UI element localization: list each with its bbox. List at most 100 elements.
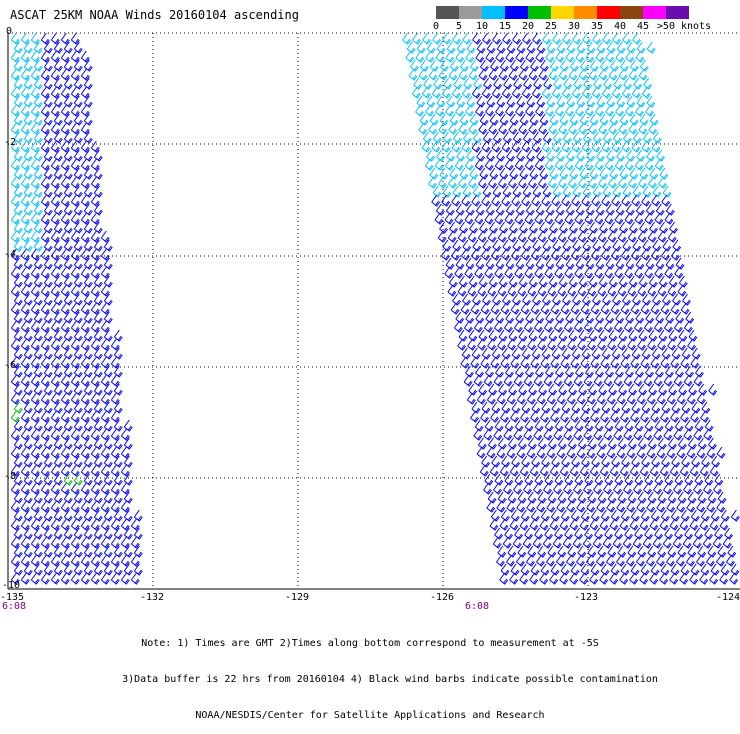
wind-barb	[90, 266, 100, 279]
wind-barb	[595, 203, 605, 216]
wind-barb	[666, 554, 675, 567]
wind-barb	[20, 50, 30, 63]
wind-barb	[546, 554, 555, 567]
wind-barb	[616, 392, 626, 405]
wind-barb	[53, 131, 63, 144]
wind-barb	[500, 509, 510, 522]
wind-barb	[582, 239, 592, 252]
wind-barb	[640, 356, 650, 369]
grid-lines	[8, 32, 740, 589]
wind-barb	[63, 545, 73, 558]
wind-barb	[30, 482, 40, 495]
wind-barb	[449, 167, 459, 180]
wind-barb	[120, 518, 130, 531]
wind-barb	[628, 383, 638, 396]
wind-barb	[548, 122, 558, 135]
wind-barb	[661, 455, 671, 468]
wind-barb	[676, 554, 685, 567]
wind-barb	[615, 203, 625, 216]
wind-barb	[505, 203, 515, 216]
wind-barb	[477, 338, 487, 351]
wind-barb	[561, 401, 571, 414]
wind-barb	[597, 338, 607, 351]
wind-barb	[60, 500, 70, 513]
wind-barb	[509, 167, 519, 180]
wind-barb	[100, 230, 110, 243]
wind-barb	[591, 194, 601, 207]
wind-barb	[468, 176, 477, 189]
wind-barb	[63, 527, 73, 540]
wind-barb	[586, 554, 595, 567]
wind-barb	[595, 50, 605, 63]
wind-barb	[23, 419, 33, 432]
wind-barb	[13, 473, 23, 486]
wind-barb	[53, 329, 63, 342]
wind-barb	[123, 419, 133, 432]
wind-barb	[629, 221, 638, 234]
wind-barb	[462, 131, 472, 144]
wind-barb	[50, 68, 60, 81]
wind-barb	[30, 572, 40, 585]
wind-barb	[546, 41, 556, 54]
wind-barb	[638, 275, 648, 288]
wind-barb	[10, 374, 20, 387]
wind-barb	[70, 536, 80, 549]
wind-barb	[677, 284, 687, 297]
wind-barb	[50, 86, 60, 99]
wind-barb	[40, 356, 50, 369]
wind-barb	[701, 455, 711, 468]
wind-barb	[43, 545, 53, 558]
wind-barb	[524, 473, 534, 486]
wind-barb	[561, 347, 571, 360]
wind-barb	[20, 158, 30, 171]
wind-barb	[80, 50, 90, 63]
wind-barb	[554, 158, 564, 171]
wind-barb	[480, 59, 489, 72]
wind-barb	[507, 545, 517, 558]
wind-barb	[120, 554, 130, 567]
wind-barb	[629, 167, 639, 180]
wind-barb	[519, 464, 529, 477]
wind-barb	[43, 311, 53, 324]
wind-barb	[446, 41, 456, 54]
wind-barb	[664, 266, 674, 279]
wind-barb	[90, 554, 100, 567]
wind-barb	[576, 149, 586, 162]
wind-barb	[662, 239, 672, 252]
wind-barb	[517, 230, 527, 243]
wind-barb	[636, 392, 646, 405]
wind-barb	[622, 293, 631, 306]
wind-barb	[43, 167, 53, 180]
wind-barb	[53, 455, 63, 468]
wind-barb	[487, 491, 497, 504]
wind-barb	[73, 149, 83, 162]
wind-barb	[499, 221, 508, 234]
wind-barb	[23, 149, 33, 162]
wind-barb	[504, 419, 514, 432]
wind-barb	[569, 518, 579, 531]
wind-barb	[70, 158, 80, 171]
wind-barb	[23, 41, 33, 54]
wind-barb	[30, 212, 40, 225]
wind-barb	[485, 365, 494, 378]
wind-barb	[697, 545, 707, 558]
wind-barb	[627, 284, 637, 297]
wind-barb	[33, 383, 43, 396]
wind-barb	[497, 230, 507, 243]
wind-barb	[50, 356, 60, 369]
wind-barb	[498, 329, 508, 342]
wind-barb	[568, 122, 578, 135]
wind-barb	[627, 338, 637, 351]
wind-barb	[644, 527, 654, 540]
wind-barb	[588, 122, 598, 135]
wind-barb	[503, 482, 512, 495]
wind-barb	[652, 536, 662, 549]
wind-barb	[566, 41, 576, 54]
wind-barb	[594, 158, 604, 171]
wind-barb	[716, 500, 726, 513]
wind-barb	[621, 347, 631, 360]
wind-barb	[496, 446, 506, 459]
wind-barb	[465, 257, 475, 270]
wind-barb	[647, 284, 657, 297]
wind-barb	[50, 374, 60, 387]
